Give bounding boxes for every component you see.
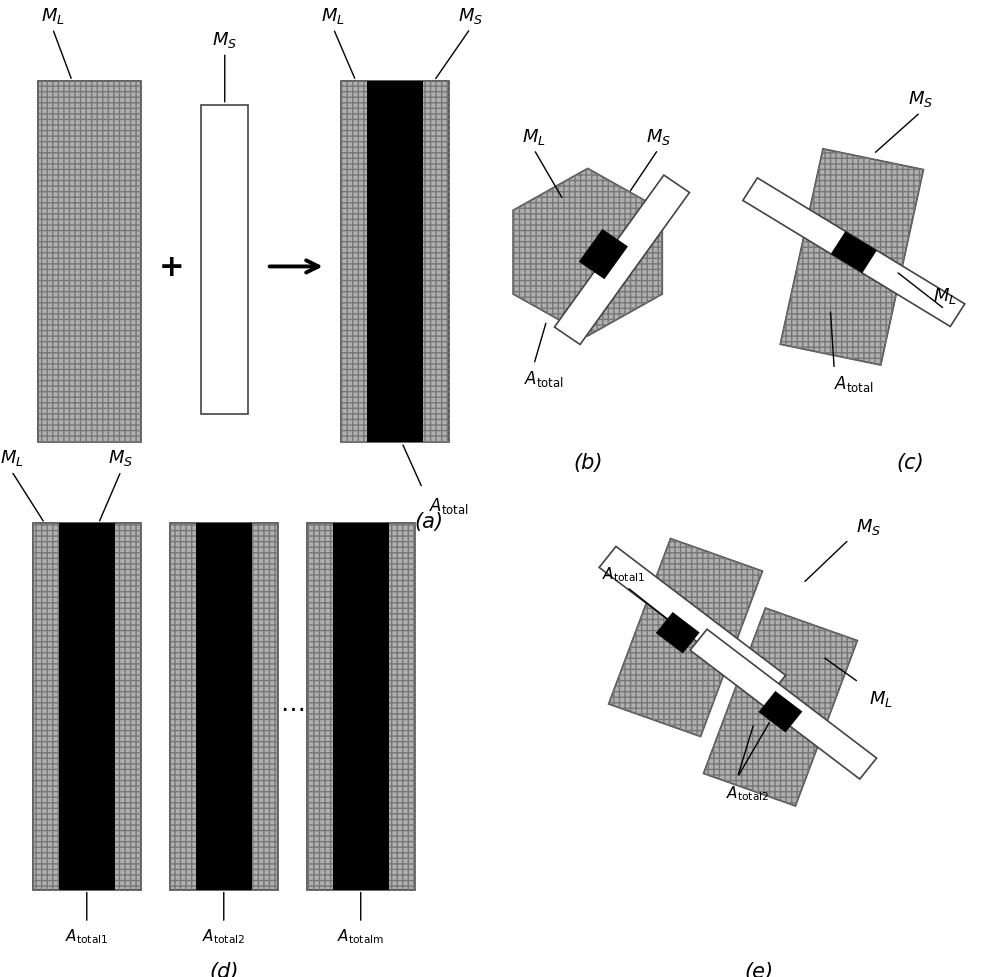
Bar bbox=[333, 524, 389, 890]
Text: $M_L$: $M_L$ bbox=[933, 286, 957, 306]
Text: (c): (c) bbox=[897, 452, 924, 473]
Text: $A_{\mathrm{total1}}$: $A_{\mathrm{total1}}$ bbox=[65, 926, 108, 945]
Text: +: + bbox=[159, 253, 185, 281]
Text: $M_L$: $M_L$ bbox=[321, 6, 345, 25]
Polygon shape bbox=[513, 169, 662, 336]
Text: $A_{\mathrm{total1}}$: $A_{\mathrm{total1}}$ bbox=[602, 565, 646, 583]
Text: (a): (a) bbox=[415, 511, 444, 531]
Text: $\cdots$: $\cdots$ bbox=[280, 695, 304, 719]
Text: $A_{\mathrm{total2}}$: $A_{\mathrm{total2}}$ bbox=[726, 784, 769, 802]
Text: $M_S$: $M_S$ bbox=[212, 29, 237, 50]
Bar bbox=[201, 106, 248, 414]
Polygon shape bbox=[656, 613, 700, 654]
Polygon shape bbox=[554, 176, 689, 345]
Polygon shape bbox=[759, 692, 802, 733]
Text: $M_L$: $M_L$ bbox=[869, 688, 893, 708]
Text: $A_{\mathrm{total2}}$: $A_{\mathrm{total2}}$ bbox=[202, 926, 245, 945]
Text: $M_L$: $M_L$ bbox=[522, 126, 546, 147]
Text: $M_S$: $M_S$ bbox=[908, 89, 933, 109]
Bar bbox=[341, 82, 449, 443]
Bar bbox=[59, 524, 115, 890]
Text: $M_S$: $M_S$ bbox=[458, 6, 483, 25]
Polygon shape bbox=[609, 539, 762, 737]
Polygon shape bbox=[690, 629, 877, 780]
Bar bbox=[170, 524, 278, 890]
Bar bbox=[341, 82, 449, 443]
Bar bbox=[307, 524, 415, 890]
Text: (e): (e) bbox=[744, 961, 773, 977]
Bar bbox=[170, 524, 278, 890]
Bar bbox=[33, 524, 141, 890]
Text: $M_L$: $M_L$ bbox=[0, 447, 23, 468]
Bar bbox=[196, 524, 252, 890]
Text: (d): (d) bbox=[209, 961, 239, 977]
Polygon shape bbox=[599, 547, 786, 697]
Polygon shape bbox=[704, 609, 857, 806]
Bar bbox=[307, 524, 415, 890]
Text: $A_{\mathrm{total}}$: $A_{\mathrm{total}}$ bbox=[429, 495, 469, 515]
Text: $A_{\mathrm{total}}$: $A_{\mathrm{total}}$ bbox=[834, 373, 874, 394]
Text: (b): (b) bbox=[573, 452, 602, 473]
Text: $M_S$: $M_S$ bbox=[108, 447, 134, 468]
Bar bbox=[33, 524, 141, 890]
Text: $A_{\mathrm{total}}$: $A_{\mathrm{total}}$ bbox=[524, 369, 564, 389]
Text: $M_S$: $M_S$ bbox=[856, 516, 881, 536]
Text: $M_L$: $M_L$ bbox=[41, 6, 64, 25]
Polygon shape bbox=[743, 179, 965, 327]
Bar bbox=[367, 82, 423, 443]
Polygon shape bbox=[579, 230, 628, 279]
Bar bbox=[38, 82, 141, 443]
Text: $M_S$: $M_S$ bbox=[646, 126, 671, 147]
Polygon shape bbox=[780, 149, 923, 365]
Bar bbox=[38, 82, 141, 443]
Polygon shape bbox=[831, 233, 877, 274]
Text: $A_{\mathrm{totalm}}$: $A_{\mathrm{totalm}}$ bbox=[337, 926, 384, 945]
